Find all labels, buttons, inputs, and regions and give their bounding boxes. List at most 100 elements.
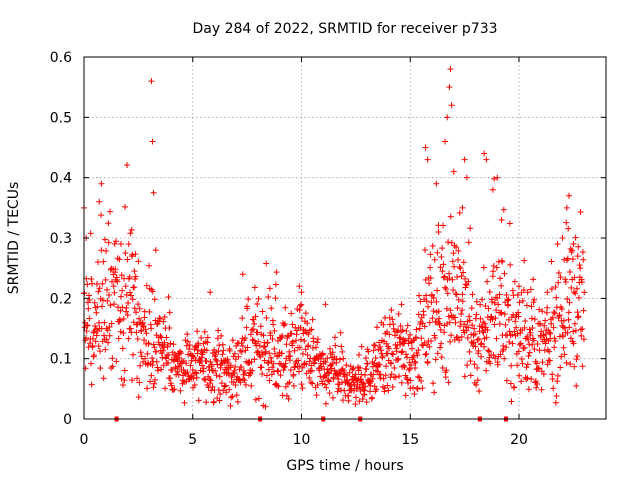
data-point-peak — [422, 144, 429, 151]
data-point — [481, 320, 488, 327]
data-point — [449, 258, 456, 265]
data-point — [548, 258, 555, 265]
data-point — [255, 338, 262, 345]
data-point — [266, 377, 273, 384]
data-point — [192, 344, 199, 351]
data-point — [238, 348, 245, 355]
data-point — [542, 317, 549, 324]
data-point — [312, 357, 319, 364]
data-point — [147, 378, 154, 385]
data-point — [245, 296, 252, 303]
data-point — [129, 251, 136, 258]
data-point — [370, 347, 377, 354]
data-point — [455, 296, 462, 303]
data-point — [513, 324, 520, 331]
data-point — [359, 396, 366, 403]
data-point — [224, 369, 231, 376]
data-point — [531, 346, 538, 353]
data-point — [482, 303, 489, 310]
data-point — [238, 364, 245, 371]
data-point — [523, 376, 530, 383]
data-point — [416, 374, 423, 381]
data-point — [550, 385, 557, 392]
data-point — [128, 226, 135, 233]
data-point-peak — [483, 156, 490, 163]
data-point — [449, 276, 456, 283]
data-point — [514, 291, 521, 298]
data-point — [474, 364, 481, 371]
data-point — [501, 311, 508, 318]
data-point — [484, 327, 491, 334]
y-tick-label: 0 — [63, 412, 72, 428]
data-point — [407, 331, 414, 338]
data-point — [165, 351, 172, 358]
data-point — [199, 349, 206, 356]
data-point — [376, 339, 383, 346]
data-point — [521, 344, 528, 351]
data-point — [396, 373, 403, 380]
data-point — [161, 339, 168, 346]
data-point — [126, 274, 133, 280]
data-point — [356, 365, 363, 372]
data-point — [525, 386, 532, 393]
data-point — [474, 377, 481, 384]
data-point — [195, 397, 202, 404]
data-point — [192, 369, 199, 376]
data-point — [498, 310, 505, 317]
data-point — [297, 336, 304, 343]
data-point — [130, 284, 137, 291]
data-point — [568, 284, 575, 291]
data-point — [136, 305, 143, 312]
data-point — [443, 285, 450, 292]
data-point — [362, 355, 369, 362]
data-point — [86, 296, 93, 303]
data-point — [381, 385, 388, 392]
data-point — [95, 259, 102, 266]
data-point — [123, 304, 130, 311]
data-point — [567, 361, 574, 368]
data-point-peak — [298, 289, 305, 296]
data-point — [440, 222, 447, 229]
data-point — [452, 319, 459, 326]
data-point — [477, 341, 484, 348]
data-point — [298, 314, 305, 321]
data-point — [566, 299, 573, 306]
data-point — [411, 358, 418, 365]
data-point — [140, 323, 147, 330]
data-point — [289, 321, 296, 328]
data-point — [457, 323, 464, 330]
data-point — [444, 320, 451, 327]
data-point — [124, 256, 131, 263]
data-point — [265, 359, 272, 366]
data-point — [124, 162, 131, 169]
data-point — [150, 384, 157, 391]
data-point — [250, 326, 257, 333]
data-point — [475, 347, 482, 354]
data-point — [363, 366, 370, 373]
data-point — [493, 264, 500, 271]
data-point — [514, 362, 521, 369]
data-point — [121, 367, 128, 374]
data-point — [262, 348, 269, 355]
data-point — [398, 379, 405, 386]
data-point — [350, 365, 357, 372]
data-point — [99, 303, 106, 310]
data-point — [304, 351, 311, 358]
data-point — [445, 379, 452, 386]
data-point — [124, 312, 131, 319]
data-point — [183, 342, 190, 349]
data-point — [546, 329, 553, 336]
data-point — [109, 278, 116, 285]
data-point — [164, 341, 171, 348]
data-point-peak — [574, 253, 581, 260]
data-point-peak — [148, 78, 155, 85]
data-point — [530, 337, 537, 344]
data-point — [87, 230, 94, 237]
data-point — [155, 367, 162, 374]
data-point — [403, 375, 410, 382]
data-point — [450, 287, 457, 294]
data-point — [131, 284, 138, 291]
data-point — [220, 347, 227, 354]
data-point-peak — [149, 138, 156, 145]
data-point — [299, 385, 306, 392]
